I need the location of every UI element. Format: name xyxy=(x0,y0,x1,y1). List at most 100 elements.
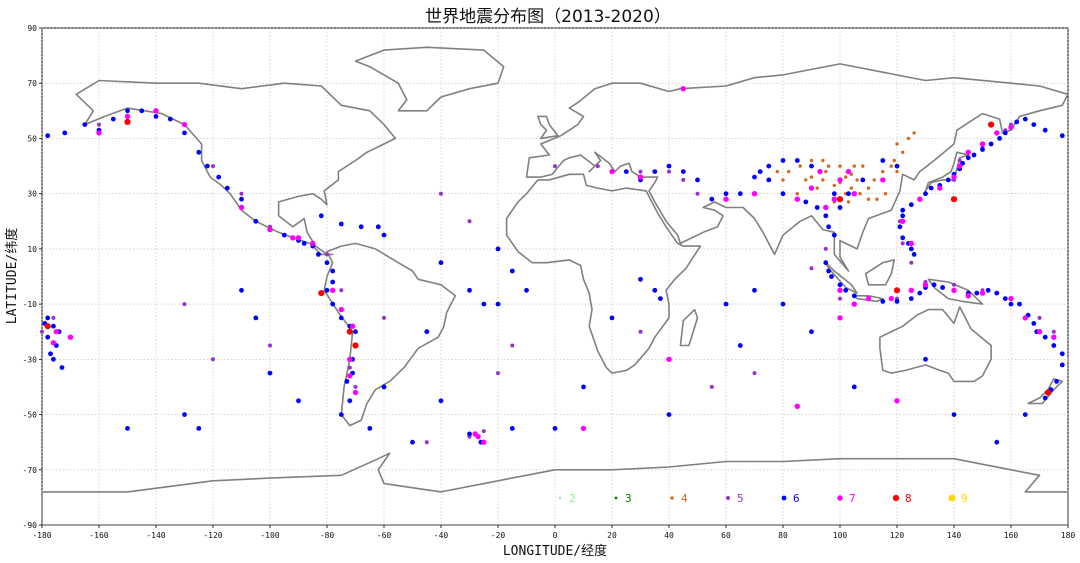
x-tick-label: -120 xyxy=(203,531,222,540)
earthquake-point xyxy=(901,150,905,154)
earthquake-point xyxy=(1002,130,1008,136)
earthquake-point xyxy=(866,186,871,190)
earthquake-point xyxy=(971,152,977,158)
earthquake-point xyxy=(196,149,202,155)
earthquake-point xyxy=(524,287,529,293)
earthquake-point xyxy=(316,252,321,257)
earthquake-point xyxy=(950,196,958,203)
earthquake-point xyxy=(824,169,828,174)
earthquake-point xyxy=(1022,116,1028,122)
earthquake-point xyxy=(980,147,985,152)
earthquake-point xyxy=(623,169,629,175)
earthquake-point xyxy=(923,356,928,362)
earthquake-point xyxy=(239,196,244,202)
legend-label: 3 xyxy=(625,492,632,505)
earthquake-point xyxy=(381,384,387,390)
earthquake-point xyxy=(182,412,187,417)
earthquake-point xyxy=(821,178,825,182)
earthquake-point xyxy=(849,186,854,190)
earthquake-point xyxy=(495,246,501,252)
earthquake-point xyxy=(438,260,444,266)
earthquake-point xyxy=(353,384,358,389)
earthquake-point xyxy=(51,356,56,362)
earthquake-point xyxy=(837,177,843,183)
coastline xyxy=(505,173,702,374)
earthquake-point xyxy=(267,370,273,376)
earthquake-point xyxy=(826,224,831,230)
earthquake-point xyxy=(858,192,862,196)
earthquake-point xyxy=(467,287,472,293)
earthquake-point xyxy=(296,398,301,404)
earthquake-point xyxy=(787,169,791,174)
earthquake-point xyxy=(638,169,643,174)
earthquake-point xyxy=(381,232,387,238)
x-tick-label: 100 xyxy=(833,531,848,540)
x-tick-label: -40 xyxy=(434,531,449,540)
earthquake-point xyxy=(892,158,896,163)
earthquake-point xyxy=(67,334,74,340)
earthquake-point xyxy=(367,426,373,431)
coastline xyxy=(825,261,858,294)
earthquake-point xyxy=(680,86,686,92)
earthquake-point xyxy=(900,241,905,246)
earthquake-point xyxy=(253,218,259,224)
earthquake-point xyxy=(723,191,729,197)
earthquake-point xyxy=(794,403,800,409)
earthquake-point xyxy=(196,426,202,431)
coastline xyxy=(679,308,699,347)
earthquake-point xyxy=(658,296,663,301)
earthquake-point xyxy=(347,365,352,370)
earthquake-point xyxy=(752,371,757,376)
coastline xyxy=(537,115,559,140)
earthquake-point xyxy=(62,130,68,136)
earthquake-point xyxy=(344,379,350,384)
legend-label: 5 xyxy=(737,492,744,505)
earthquake-point xyxy=(45,133,51,139)
earthquake-point xyxy=(295,235,302,241)
earthquake-point xyxy=(865,295,872,302)
earthquake-point xyxy=(124,113,131,120)
earthquake-point xyxy=(153,108,159,114)
y-tick-label: 10 xyxy=(27,245,37,254)
earthquake-point xyxy=(781,178,785,182)
earthquake-point xyxy=(994,290,1000,296)
legend-marker xyxy=(837,495,843,501)
earthquake-point xyxy=(439,191,443,196)
earthquake-point xyxy=(809,175,814,179)
x-tick-label: -60 xyxy=(377,531,392,540)
earthquake-point xyxy=(851,293,857,299)
earthquake-point xyxy=(880,158,886,163)
y-tick-label: 50 xyxy=(27,134,37,143)
earthquake-point xyxy=(804,178,808,182)
earthquake-point xyxy=(900,218,906,224)
y-tick-label: 30 xyxy=(27,190,37,199)
earthquake-point xyxy=(50,340,57,346)
earthquake-point xyxy=(638,329,643,334)
earthquake-point xyxy=(338,315,344,321)
earthquake-point xyxy=(59,365,65,370)
earthquake-point xyxy=(652,287,658,293)
earthquake-point xyxy=(481,439,487,445)
earthquake-point xyxy=(908,287,914,293)
earthquake-point xyxy=(817,168,823,175)
earthquake-point xyxy=(888,295,894,302)
earthquake-point xyxy=(382,315,386,320)
earthquake-point xyxy=(552,426,558,431)
earthquake-point xyxy=(751,191,758,197)
earthquake-point xyxy=(267,226,273,233)
coastline xyxy=(323,242,457,427)
earthquake-point xyxy=(347,373,353,379)
earthquake-point xyxy=(837,282,843,288)
earthquake-point xyxy=(852,164,856,168)
earthquake-point xyxy=(823,260,829,266)
earthquake-point xyxy=(1014,119,1020,125)
earthquake-point xyxy=(481,429,486,434)
earthquake-point xyxy=(1017,301,1022,307)
earthquake-point xyxy=(125,108,130,114)
earthquake-point xyxy=(823,213,829,219)
earthquake-point xyxy=(204,163,210,169)
earthquake-point xyxy=(97,122,101,127)
earthquake-point xyxy=(895,169,899,174)
earthquake-point xyxy=(851,191,857,197)
earthquake-point xyxy=(495,301,501,307)
